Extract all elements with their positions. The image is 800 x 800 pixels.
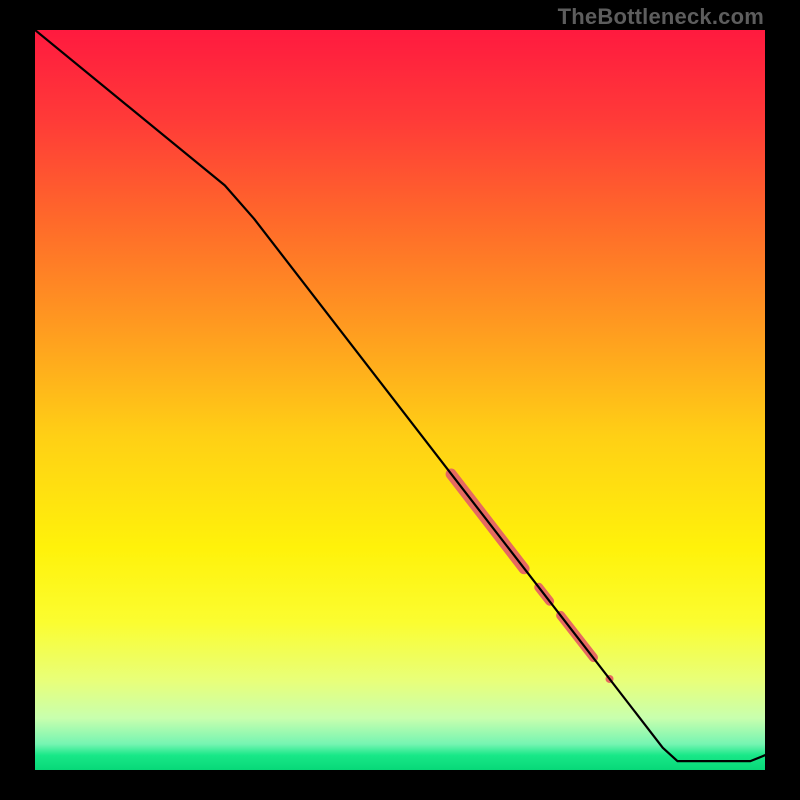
curve-layer (35, 30, 765, 770)
bottleneck-curve (35, 30, 765, 761)
plot-area (35, 30, 765, 770)
chart-frame: TheBottleneck.com (0, 0, 800, 800)
watermark-text: TheBottleneck.com (558, 4, 764, 30)
